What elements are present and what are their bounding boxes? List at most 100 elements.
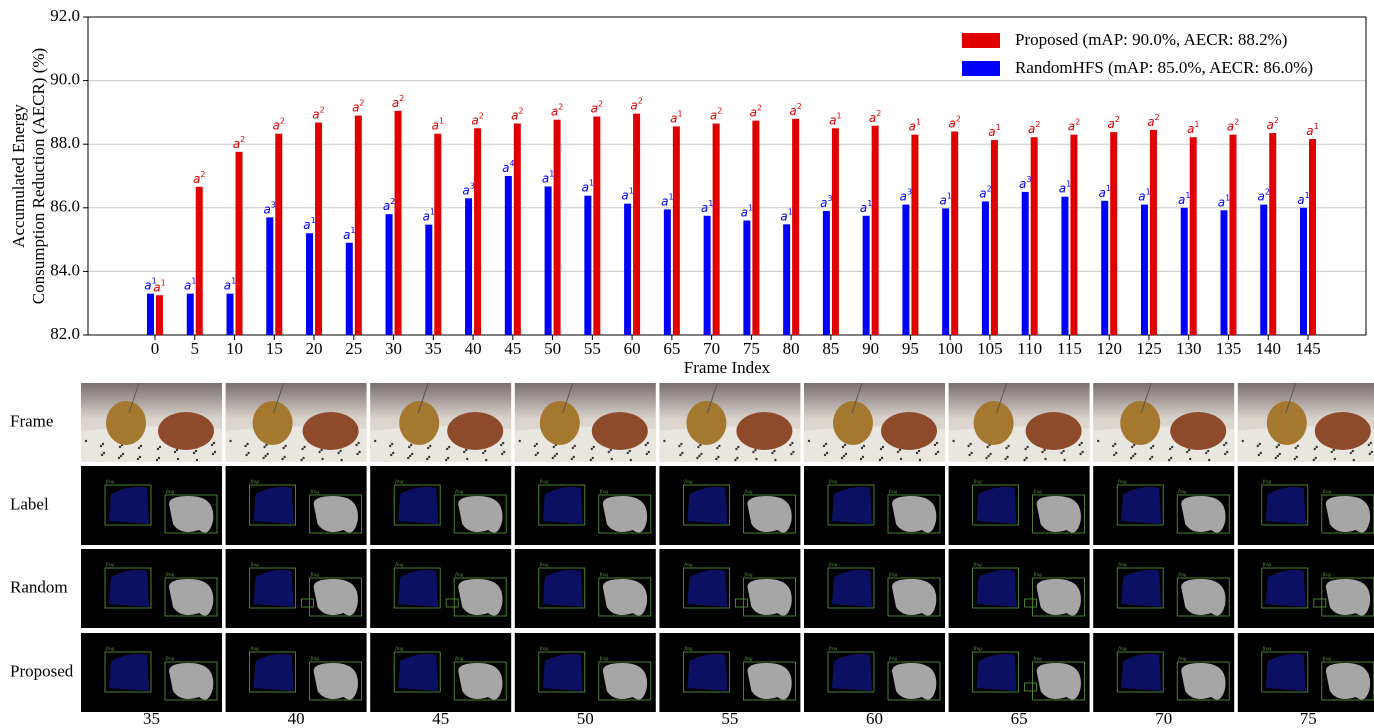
speck	[646, 453, 648, 455]
speck	[122, 453, 124, 455]
action-label: a1	[741, 203, 753, 219]
speck	[1296, 456, 1298, 458]
action-index: 2	[399, 93, 404, 102]
mask-frog-left	[543, 654, 583, 691]
bar	[306, 233, 313, 335]
row-label: Random	[10, 577, 68, 596]
action-symbol: a	[224, 278, 231, 292]
box-label: frog	[311, 573, 320, 578]
row-label: Frame	[10, 411, 53, 430]
speck	[1170, 457, 1172, 459]
speck	[935, 453, 937, 455]
action-index: 2	[956, 114, 961, 123]
speck	[537, 452, 539, 454]
speck	[986, 446, 988, 448]
mask-frog-left	[1121, 654, 1161, 691]
frog-right	[592, 412, 648, 450]
action-label: a2	[1068, 117, 1080, 133]
mask-frog-left	[254, 570, 294, 607]
speck	[339, 450, 341, 452]
speck	[321, 458, 323, 460]
box-label: frog	[106, 563, 115, 568]
action-index: 2	[1234, 117, 1239, 126]
speck	[1131, 446, 1133, 448]
speck	[572, 447, 574, 449]
mask-frog-left	[832, 654, 872, 691]
action-symbol: a	[193, 171, 200, 185]
x-tick-label: 95	[902, 339, 919, 358]
action-label: a1	[153, 278, 165, 294]
mask-frog-left	[977, 570, 1017, 607]
speck	[1044, 458, 1046, 460]
speck	[407, 457, 409, 459]
speck	[484, 450, 486, 452]
speck	[1226, 451, 1228, 453]
speck	[936, 442, 938, 444]
action-label: a2	[1227, 117, 1239, 133]
box-label: frog	[1178, 573, 1187, 578]
mask-frog-right	[1326, 579, 1370, 616]
box-label: frog	[166, 657, 175, 662]
speck	[103, 452, 105, 454]
action-symbol: a	[1218, 195, 1225, 209]
speck	[1295, 447, 1297, 449]
x-tick-label: 40	[465, 339, 482, 358]
speck	[697, 446, 699, 448]
x-tick-label: 75	[743, 339, 760, 358]
box-label: frog	[600, 573, 609, 578]
mask-frog-left	[398, 487, 438, 524]
speck	[1370, 442, 1372, 444]
action-index: 1	[161, 278, 166, 287]
mask-frog-right	[314, 579, 358, 616]
speck	[774, 459, 776, 461]
action-index: 2	[558, 102, 563, 111]
speck	[195, 450, 197, 452]
speck	[1062, 450, 1064, 452]
action-index: 1	[788, 207, 793, 216]
action-label: a1	[1178, 190, 1190, 206]
speck	[318, 451, 320, 453]
speck	[138, 447, 140, 449]
action-label: a2	[948, 114, 960, 130]
box-label: frog	[1263, 480, 1272, 485]
y-tick-label: 82.0	[50, 324, 80, 343]
mask-frog-right	[314, 496, 358, 533]
speck	[118, 457, 120, 459]
speck	[445, 459, 447, 461]
action-symbol: a	[1028, 122, 1035, 136]
speck	[629, 450, 631, 452]
action-symbol: a	[750, 105, 757, 119]
speck	[987, 455, 989, 457]
speck	[1278, 444, 1280, 446]
speck	[177, 458, 179, 460]
speck	[841, 457, 843, 459]
action-symbol: a	[670, 111, 677, 125]
action-index: 1	[1314, 122, 1319, 131]
mask-frog-right	[169, 663, 213, 700]
action-index: 1	[996, 123, 1001, 132]
x-tick-label: 50	[544, 339, 561, 358]
box-label: frog	[1323, 573, 1332, 578]
x-tick-label: 60	[624, 339, 641, 358]
action-symbol: a	[1098, 185, 1105, 199]
speck	[969, 443, 971, 445]
bar	[266, 217, 273, 335]
frog-right	[1315, 412, 1371, 450]
action-symbol: a	[343, 227, 350, 241]
bar	[1150, 130, 1157, 335]
speck	[552, 457, 554, 459]
box-label: frog	[395, 480, 404, 485]
action-symbol: a	[153, 280, 160, 294]
x-tick-label: 85	[822, 339, 839, 358]
action-symbol: a	[900, 189, 907, 203]
speck	[680, 443, 682, 445]
speck	[1130, 457, 1132, 459]
frog-left	[253, 401, 293, 445]
speck	[1025, 457, 1027, 459]
speck	[1004, 458, 1006, 460]
speck	[736, 457, 738, 459]
bar	[346, 243, 353, 335]
action-symbol: a	[383, 199, 390, 213]
frog-left	[1267, 401, 1307, 445]
action-index: 1	[1194, 120, 1199, 129]
